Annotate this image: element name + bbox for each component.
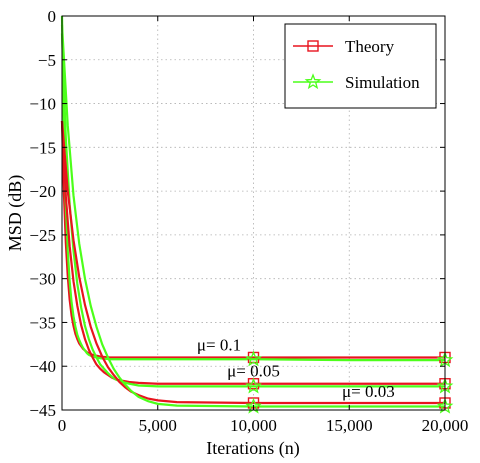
x-tick-label: 0 <box>58 416 67 435</box>
x-tick-label: 15,000 <box>326 416 373 435</box>
legend-label: Theory <box>345 37 395 56</box>
x-tick-label: 5,000 <box>139 416 177 435</box>
legend-label: Simulation <box>345 73 420 92</box>
y-tick-label: −10 <box>29 95 56 114</box>
grid <box>62 16 445 410</box>
theory-line <box>60 120 445 405</box>
y-tick-label: −15 <box>29 138 56 157</box>
simulation-line <box>60 24 445 408</box>
y-tick-label: −20 <box>29 182 56 201</box>
y-tick-label: −25 <box>29 226 56 245</box>
y-tick-label: 0 <box>48 7 57 26</box>
step-size-label: μ= 0.05 <box>227 362 280 381</box>
x-tick-label: 20,000 <box>422 416 469 435</box>
simulation-marker <box>245 377 262 394</box>
y-tick-label: −35 <box>29 313 56 332</box>
plot-curves <box>60 15 454 414</box>
simulation-marker <box>245 350 262 367</box>
y-tick-label: −40 <box>29 357 56 376</box>
simulation-line <box>60 33 445 388</box>
plot-frame <box>61 15 446 411</box>
simulation-marker <box>304 73 322 90</box>
y-tick-label: −5 <box>38 51 56 70</box>
x-axis-label: Iterations (n) <box>206 438 299 459</box>
step-size-label: μ= 0.03 <box>342 382 395 401</box>
legend: Theory Simulation <box>284 23 437 109</box>
step-size-label: μ= 0.1 <box>197 335 241 354</box>
x-tick-label: 10,000 <box>230 416 277 435</box>
y-tick-label: −30 <box>29 270 56 289</box>
theory-line <box>60 121 445 385</box>
y-tick-label: −45 <box>29 401 56 420</box>
step-size-annotations: μ= 0.1 μ= 0.05 μ= 0.03 <box>197 335 395 400</box>
y-axis-label: MSD (dB) <box>5 175 26 252</box>
legend-box <box>284 23 437 109</box>
theory-marker <box>307 40 319 52</box>
simulation-line <box>60 15 445 362</box>
